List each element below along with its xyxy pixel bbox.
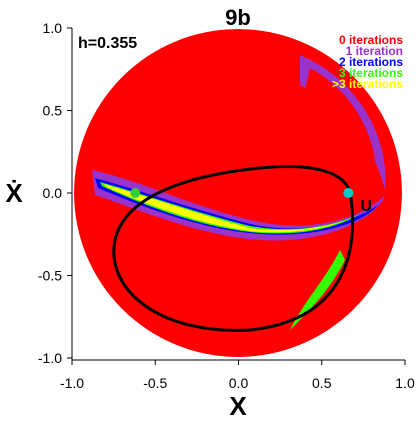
y-axis-label: Ẋ <box>5 178 23 208</box>
legend-entry: 1 iteration <box>346 44 403 58</box>
y-tick-label: 0.0 <box>43 185 63 201</box>
y-tick-label: -1.0 <box>38 350 62 366</box>
x-tick-label: 0.0 <box>229 375 249 391</box>
chart-title: 9b <box>225 5 251 30</box>
y-ticks: 1.0 0.5 0.0 -0.5 -1.0 <box>38 20 72 366</box>
basin-regions <box>74 29 402 357</box>
x-axis-label: X <box>229 391 247 421</box>
orbit-curve <box>112 165 355 332</box>
fixed-point-marker <box>130 188 141 198</box>
fixed-point-marker <box>343 188 354 198</box>
x-tick-label: 0.5 <box>312 375 332 391</box>
legend-entry: >3 iterations <box>332 77 403 91</box>
parameter-label: h=0.355 <box>78 35 137 52</box>
x-tick-label: 1.0 <box>395 375 415 391</box>
x-tick-label: -0.5 <box>143 375 167 391</box>
basin-upper-arc-inner <box>305 68 377 180</box>
legend-entry: 3 iterations <box>339 66 403 80</box>
basin-lower-right-band <box>290 250 345 330</box>
legend-entry: 0 iterations <box>339 33 403 47</box>
marker-points: U <box>130 188 372 215</box>
point-annotation: U <box>360 198 372 215</box>
x-tick-label: -1.0 <box>60 375 84 391</box>
basin-band-gt3-iterations <box>104 184 345 233</box>
basin-disc-0-iterations <box>74 29 402 357</box>
y-tick-label: -0.5 <box>38 268 62 284</box>
legend-entry: 2 iterations <box>339 55 403 69</box>
y-tick-label: 1.0 <box>43 20 63 36</box>
y-tick-label: 0.5 <box>43 103 63 119</box>
x-ticks: -1.0 -0.5 0.0 0.5 1.0 <box>60 360 415 391</box>
